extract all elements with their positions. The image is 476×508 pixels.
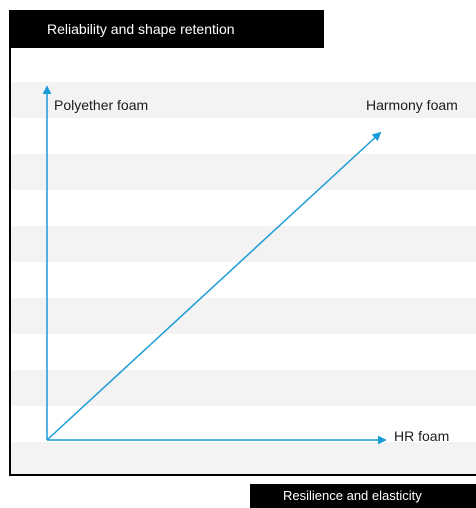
footer-label: Resilience and elasticity (283, 488, 422, 503)
background-stripe (11, 370, 476, 406)
diagonal-label: Harmony foam (366, 97, 458, 113)
background-stripe (11, 226, 476, 262)
title-bar: Reliability and shape retention (9, 10, 324, 48)
background-stripe (11, 82, 476, 118)
background-stripe (11, 298, 476, 334)
background-stripe (11, 442, 476, 474)
y-axis-label: Polyether foam (54, 97, 149, 113)
background-stripe (11, 154, 476, 190)
diagram-frame (9, 10, 476, 476)
bottom-bar: Resilience and elasticity (250, 484, 476, 508)
x-axis-label: HR foam (394, 428, 450, 444)
diagonal-arrow (46, 131, 382, 441)
page-title: Reliability and shape retention (47, 21, 235, 37)
